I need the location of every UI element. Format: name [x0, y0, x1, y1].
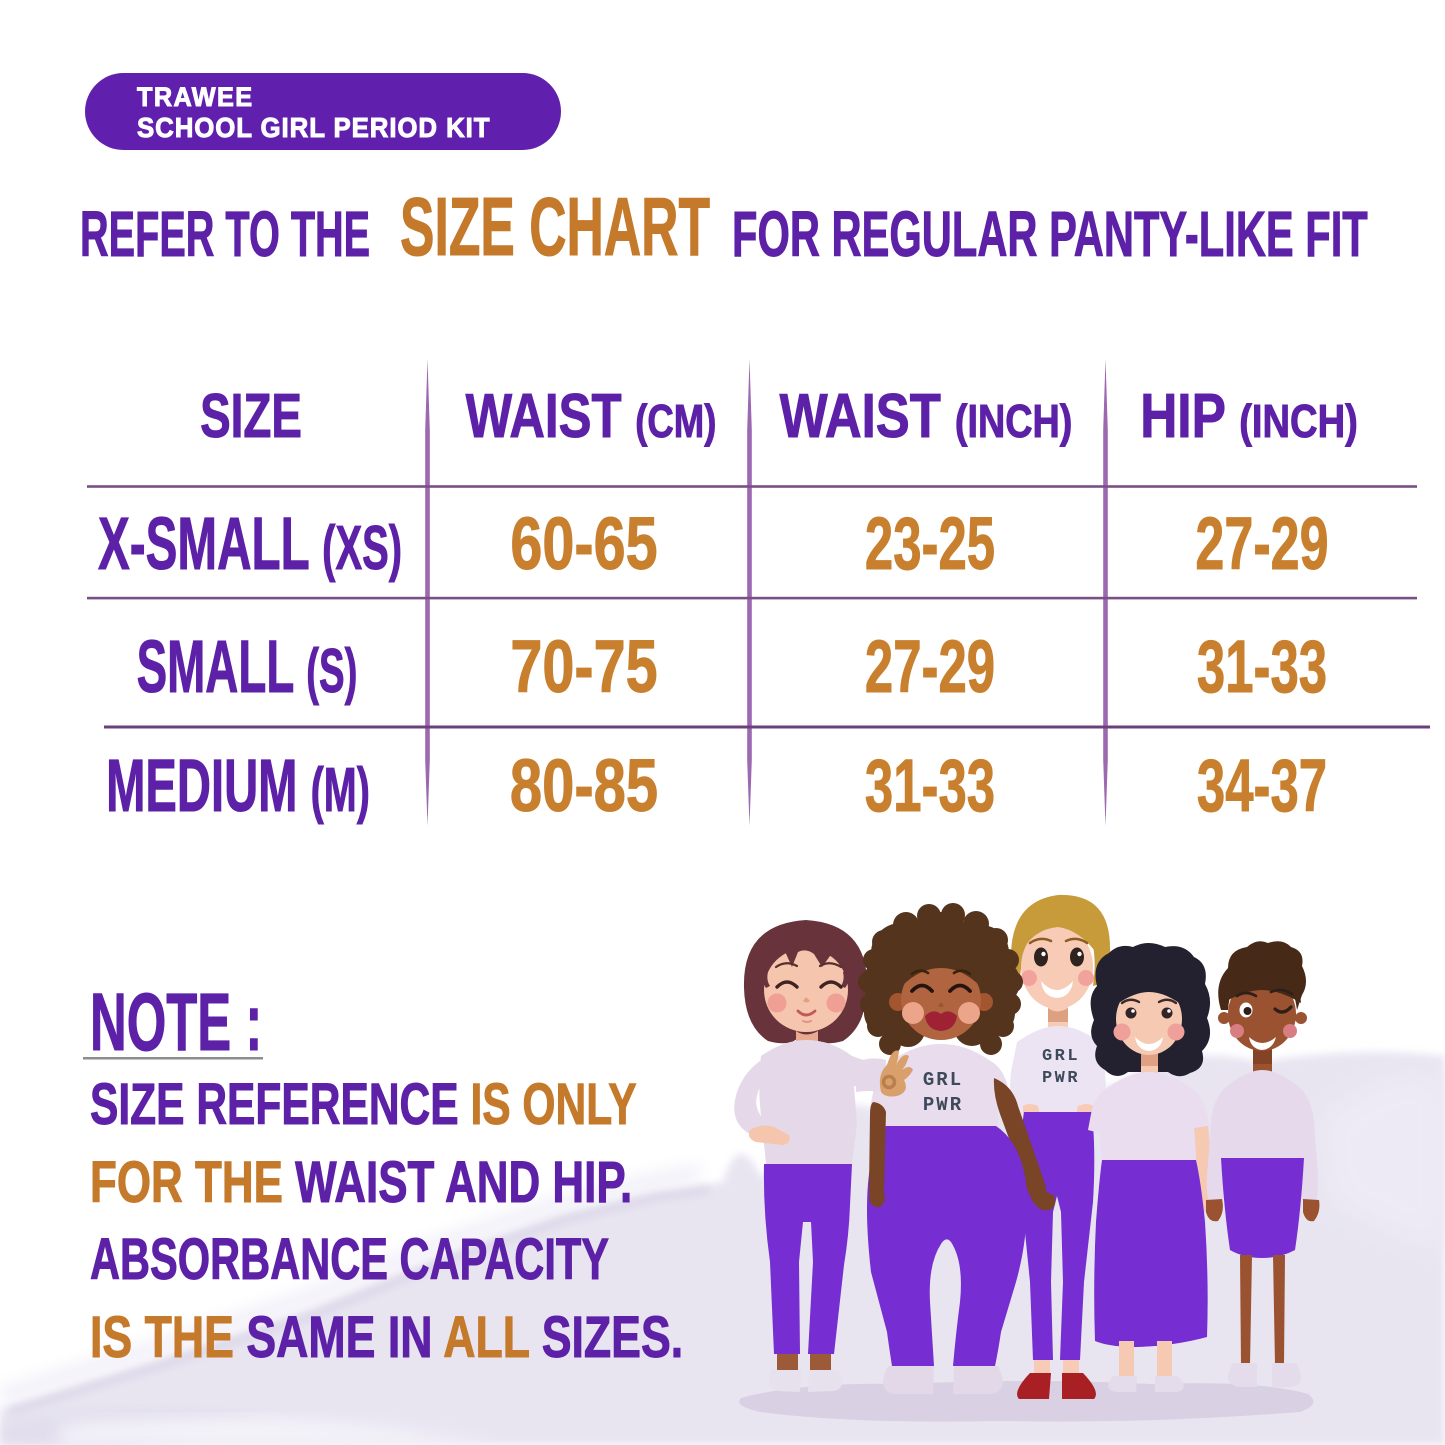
svg-text:GRL: GRL: [1042, 1047, 1080, 1066]
svg-text:PWR: PWR: [1042, 1069, 1080, 1088]
svg-text:PWR: PWR: [923, 1094, 963, 1116]
svg-text:GRL: GRL: [923, 1069, 963, 1091]
